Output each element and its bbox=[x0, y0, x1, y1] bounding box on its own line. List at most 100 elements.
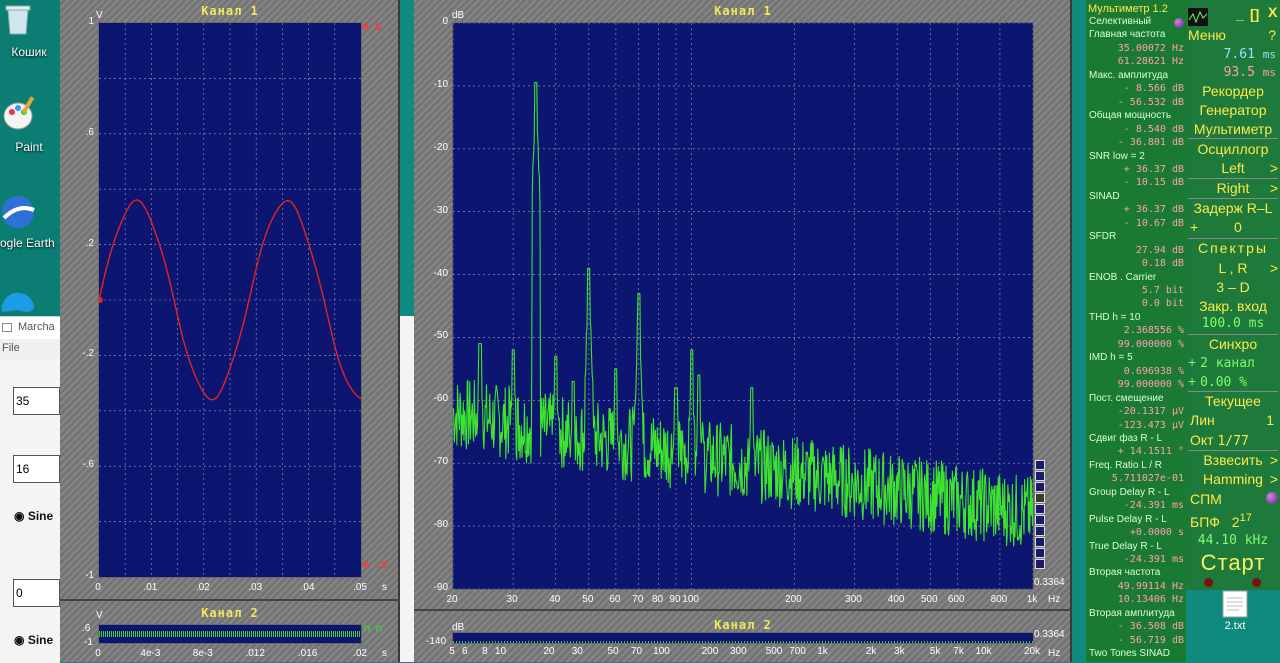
radio-sine-1[interactable]: ◉ Sine bbox=[14, 509, 54, 523]
menu-button[interactable]: Меню? bbox=[1186, 27, 1280, 43]
spec-x-tick: 200 bbox=[785, 594, 802, 605]
multimeter-value: 5.711027e-01 bbox=[1111, 473, 1184, 485]
spectra-button[interactable]: Спектры bbox=[1197, 240, 1269, 256]
spm-button[interactable]: СПМ bbox=[1186, 491, 1280, 507]
octave-button[interactable]: Окт 1/77 bbox=[1186, 432, 1280, 449]
spec-ch2-x-tick: 10k bbox=[975, 646, 992, 657]
selective-toggle[interactable] bbox=[1174, 18, 1184, 28]
multimeter-label: SFDR bbox=[1089, 231, 1117, 243]
desktop-icon-recycle-bin[interactable]: Кошик bbox=[0, 0, 58, 60]
multimeter-label: Сдвиг фаз R - L bbox=[1089, 432, 1163, 444]
close-input-button[interactable]: Закр. вход bbox=[1199, 298, 1267, 314]
multimeter-label: Пост. смещение bbox=[1089, 392, 1164, 404]
app-logo-icon bbox=[1188, 8, 1208, 26]
multimeter-button[interactable]: Мультиметр bbox=[1193, 121, 1273, 137]
osc-ch2-x-tick: 8e-3 bbox=[192, 648, 213, 659]
start-button[interactable]: Старт bbox=[1200, 550, 1266, 575]
spec-ch2-plot[interactable] bbox=[452, 632, 1034, 644]
osc-level-indicator-bottom[interactable]: 0 .0 bbox=[363, 560, 388, 571]
amplitude-field[interactable] bbox=[13, 455, 60, 483]
sync-level[interactable]: + 0.00 % bbox=[1186, 373, 1280, 390]
desktop-icon-paint[interactable]: Paint bbox=[0, 96, 58, 156]
spm-toggle[interactable] bbox=[1266, 492, 1278, 504]
osc-s-unit: s bbox=[382, 582, 387, 593]
spectrum-marker-button[interactable] bbox=[1035, 537, 1045, 547]
sample-rate[interactable]: 44.10 kHz bbox=[1197, 533, 1269, 548]
desktop-file-2txt[interactable]: 2.txt bbox=[1212, 590, 1258, 638]
restore-button[interactable]: [] bbox=[1250, 6, 1260, 22]
spec-ch2-x-tick: 7k bbox=[953, 646, 964, 657]
fft-size-button[interactable]: БПФ 217 bbox=[1186, 512, 1280, 530]
osc-y-tick: .2 bbox=[85, 237, 94, 249]
frequency-field[interactable] bbox=[13, 387, 60, 415]
background-window[interactable]: Marcha File ◉ Sine ◉ Sine bbox=[0, 316, 60, 663]
minimize-button[interactable]: _ bbox=[1236, 6, 1244, 22]
oct-value: 1/77 bbox=[1217, 434, 1249, 449]
phase-field[interactable] bbox=[13, 579, 60, 607]
bg-window-titlebar[interactable]: Marcha bbox=[0, 317, 60, 339]
desktop-icon-edge[interactable] bbox=[0, 288, 40, 318]
spec-y-tick: -60 bbox=[433, 393, 448, 405]
left-channel-button[interactable]: Left > bbox=[1186, 160, 1280, 176]
generator-button[interactable]: Генератор bbox=[1199, 102, 1267, 118]
multimeter-value: 27.94 dB bbox=[1135, 244, 1184, 256]
osc-level-indicator-top[interactable]: 0 0 bbox=[363, 22, 382, 33]
spectra-3d-button[interactable]: 3 – D bbox=[1216, 279, 1250, 295]
osc-y-tick: -.2 bbox=[82, 348, 94, 360]
spec-ch2-x-tick: 20 bbox=[543, 646, 555, 657]
spec-y-tick: -70 bbox=[433, 456, 448, 468]
oscillograph-button[interactable]: Осциллогр bbox=[1197, 141, 1269, 157]
spec-y-tick: -50 bbox=[433, 330, 448, 342]
sync-channel[interactable]: + 2 канал bbox=[1186, 354, 1280, 371]
spectrum-marker-button[interactable] bbox=[1035, 460, 1045, 470]
spectrum-marker-button[interactable] bbox=[1035, 515, 1045, 525]
multimeter-value: - 10.67 dB bbox=[1123, 217, 1184, 229]
right-channel-button[interactable]: Right > bbox=[1186, 180, 1280, 196]
sync-percent: 0.00 % bbox=[1200, 375, 1248, 390]
linear-button[interactable]: Лин 1 bbox=[1186, 412, 1280, 428]
osc-ch2-indicator[interactable]: ⊓ ⊓ bbox=[364, 624, 383, 635]
chevron-right-icon: > bbox=[1269, 180, 1278, 196]
osc-plot[interactable] bbox=[98, 22, 362, 578]
desktop-icon-google-earth[interactable]: ogle Earth bbox=[0, 192, 58, 252]
spec-x-tick: 20 bbox=[446, 594, 458, 605]
multimeter-value: - 56.719 dB bbox=[1117, 634, 1184, 646]
osc-ch2-x-tick: .016 bbox=[297, 648, 318, 659]
multimeter-label: SINAD bbox=[1089, 190, 1120, 202]
divider bbox=[1188, 391, 1278, 392]
lin-value: 1 bbox=[1266, 412, 1274, 428]
spectrum-marker-button[interactable] bbox=[1035, 504, 1045, 514]
help-button[interactable]: ? bbox=[1268, 27, 1276, 43]
spectrum-marker-button[interactable] bbox=[1035, 526, 1045, 536]
spectrum-marker-button[interactable] bbox=[1035, 559, 1045, 569]
current-button[interactable]: Текущее bbox=[1205, 393, 1261, 409]
recorder-button[interactable]: Рекордер bbox=[1202, 83, 1264, 99]
radio-sine-2[interactable]: ◉ Sine bbox=[14, 633, 54, 647]
spectrum-marker-button[interactable] bbox=[1035, 482, 1045, 492]
multimeter-label: SNR low = 2 bbox=[1089, 150, 1145, 162]
time1-unit: ms bbox=[1262, 48, 1276, 61]
spec-db-unit: dB bbox=[452, 10, 465, 21]
weighting-button[interactable]: Взвесить > bbox=[1186, 452, 1280, 468]
hamming-button[interactable]: Hamming > bbox=[1186, 471, 1280, 487]
spectrum-marker-button[interactable] bbox=[1035, 493, 1045, 503]
delay-button[interactable]: Задерж R–L bbox=[1193, 200, 1273, 216]
spectrum-marker-button[interactable] bbox=[1035, 548, 1045, 558]
multimeter-label: Вторая частота bbox=[1089, 567, 1161, 579]
osc-channel2-title: Канал 2 bbox=[201, 606, 259, 620]
bpf-exponent: 17 bbox=[1239, 512, 1252, 524]
spec-x-tick: 30 bbox=[506, 594, 518, 605]
spectra-lr-button[interactable]: L , R > bbox=[1186, 260, 1280, 276]
sync-button[interactable]: Синхро bbox=[1208, 336, 1258, 352]
multimeter-label: Селективный bbox=[1089, 16, 1152, 27]
spec-plot[interactable] bbox=[452, 22, 1034, 590]
spec-x-tick: 80 bbox=[651, 594, 664, 605]
multimeter-value: - 36.508 dB bbox=[1117, 621, 1184, 633]
chevron-right-icon: > bbox=[1269, 452, 1278, 468]
close-button[interactable]: X bbox=[1268, 4, 1278, 20]
menu-file[interactable]: File bbox=[2, 342, 20, 354]
spectrum-marker-button[interactable] bbox=[1035, 471, 1045, 481]
multimeter-label: ENOB . Carrier bbox=[1089, 271, 1157, 283]
osc-ch2-plot[interactable] bbox=[98, 624, 362, 644]
multimeter-label: Макс. амплитуда bbox=[1089, 69, 1169, 81]
